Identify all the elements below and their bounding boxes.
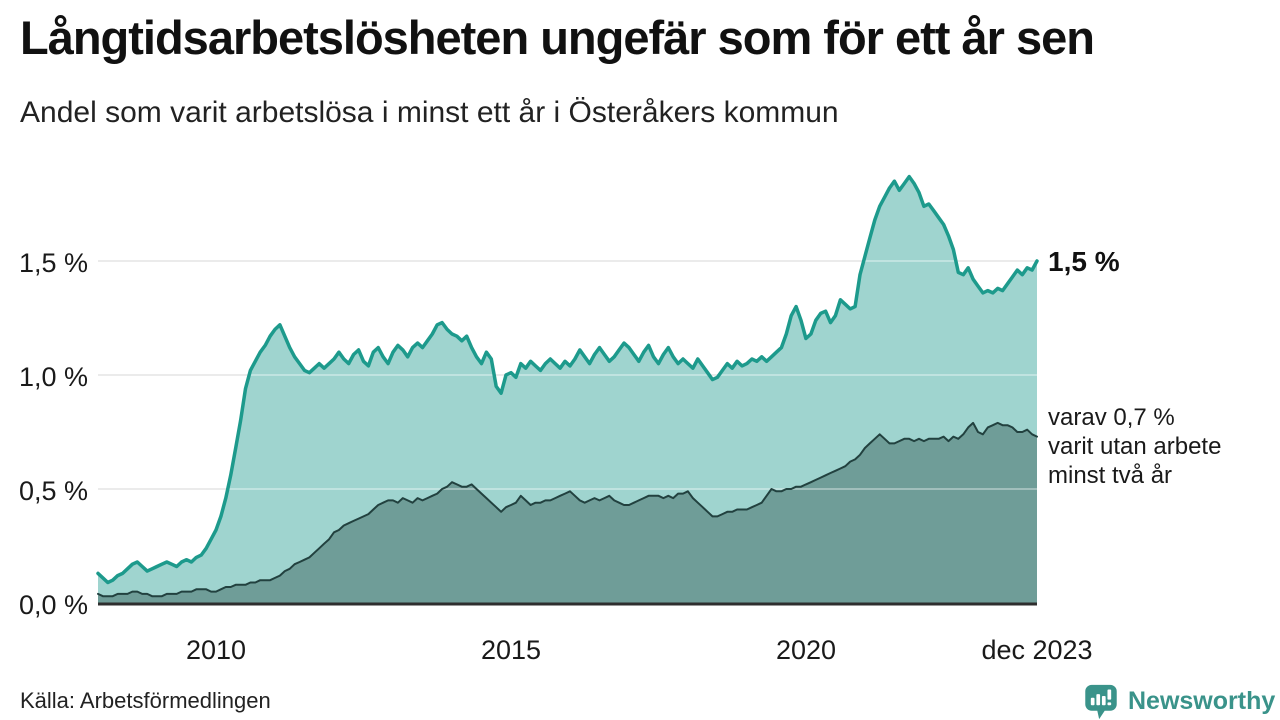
area-unemployed-two-years (98, 422, 1037, 603)
secondary-series-annotation: varav 0,7 % varit utan arbete minst två … (1048, 403, 1221, 490)
y-axis-tick-label: 0,5 % (18, 476, 88, 506)
x-axis-tick-label: dec 2023 (981, 635, 1093, 665)
line-unemployed-two-years (97, 421, 1038, 598)
latest-value-annotation: 1,5 % (1048, 246, 1120, 277)
secondary-annotation-line2: varit utan arbete (1048, 433, 1222, 460)
x-axis-tick-label: 2015 (480, 635, 542, 665)
x-axis-tick-label: 2020 (775, 635, 837, 665)
secondary-annotation-line3: minst två år (1048, 462, 1173, 489)
source-credit: Källa: Arbetsförmedlingen (20, 688, 271, 713)
line-unemployed-one-year (96, 174, 1039, 585)
secondary-annotation-line1: varav 0,7 % (1048, 404, 1175, 431)
y-axis-tick-label: 0,0 % (18, 590, 88, 620)
y-axis-tick-label: 1,5 % (18, 248, 88, 278)
x-axis-tick-label: 2010 (185, 635, 247, 665)
newsworthy-chart-bubble-icon (1085, 684, 1117, 720)
y-axis-tick-label: 1,0 % (18, 362, 88, 392)
newsworthy-logo-text: Newsworthy (1128, 687, 1276, 715)
page-title: Långtidsarbetslösheten ungefär som för e… (20, 11, 1095, 64)
newsworthy-logo: Newsworthy (1082, 683, 1275, 720)
page-subtitle: Andel som varit arbetslösa i minst ett å… (20, 96, 839, 129)
